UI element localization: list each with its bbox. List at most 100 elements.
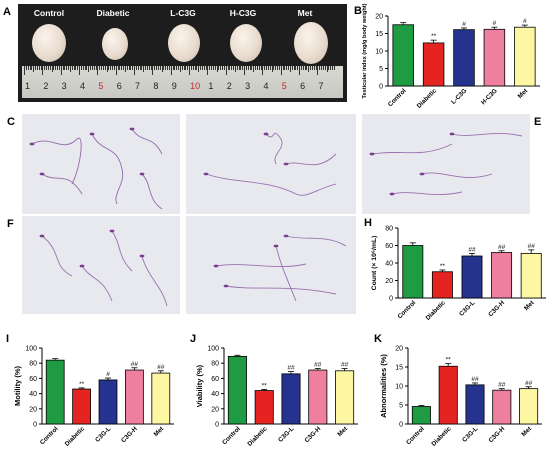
bar-c3g-h: [308, 369, 328, 425]
ruler-tick: [267, 66, 269, 70]
x-category-label: C3G-H: [487, 425, 506, 444]
ruler-tick: [317, 66, 319, 75]
ruler-tick: [198, 66, 200, 72]
significance-mark: **: [79, 381, 85, 388]
panel-letter-e: E: [534, 116, 542, 128]
ruler-tick: [75, 66, 77, 70]
testis-l-c3g: [168, 24, 200, 62]
bar-c3g-l: [461, 255, 483, 299]
ruler-tick: [106, 66, 108, 72]
bar-l-c3g: [453, 29, 475, 87]
ruler-tick: [231, 66, 233, 70]
ruler-tick: [165, 66, 167, 70]
ruler-tick: [62, 66, 64, 70]
ruler-tick: [251, 66, 253, 70]
ruler-tick: [264, 66, 266, 70]
ruler-tick: [262, 66, 264, 75]
testis-label-l-c3g: L-C3G: [170, 8, 196, 18]
ruler-tick: [310, 66, 312, 70]
ruler-tick: [115, 66, 117, 75]
ruler-tick: [205, 66, 207, 70]
ruler-tick: [266, 66, 268, 70]
bar-c3g-l: [465, 384, 485, 425]
significance-mark: ##: [131, 361, 139, 368]
ruler-tick: [128, 66, 130, 70]
x-category-label: Met: [153, 425, 166, 438]
ruler-number: 9: [171, 81, 177, 91]
bar-diabetic: [431, 271, 453, 299]
ruler-tick: [91, 66, 93, 70]
ruler-tick: [200, 66, 202, 70]
panel-letter-f: F: [7, 218, 14, 230]
significance-mark: ##: [287, 365, 295, 372]
ruler-tick: [68, 66, 70, 70]
ruler-tick: [211, 66, 213, 70]
ruler-tick: [95, 66, 97, 70]
x-category-label: Control: [221, 425, 242, 446]
y-tick-label: 20: [29, 406, 37, 413]
x-category-label: Diabetic: [416, 87, 439, 110]
y-axis-label: Abnormalities (%): [379, 354, 388, 418]
ruler-tick: [288, 66, 290, 70]
ruler-tick: [44, 66, 46, 70]
chart-h: H 0 20 40 60 80 Count (× 10⁶/mL) Control ** Diabe…: [364, 217, 546, 322]
ruler-tick: [282, 66, 284, 70]
ruler-tick: [249, 66, 251, 70]
ruler-tick: [214, 66, 216, 70]
ruler-tick: [203, 66, 205, 70]
x-category-label: C3G-H: [120, 425, 139, 444]
x-category-label: Control: [39, 425, 60, 446]
ruler-tick: [157, 66, 159, 70]
ruler-tick: [154, 66, 156, 70]
ruler-tick: [159, 66, 161, 70]
ruler-tick: [234, 66, 236, 72]
bar-c3g-h: [492, 389, 512, 425]
ruler-tick: [58, 66, 60, 70]
bar-control: [227, 355, 247, 425]
ruler-tick: [139, 66, 141, 70]
ruler-tick: [47, 66, 49, 70]
y-tick-label: 5: [399, 403, 403, 410]
bar-met: [519, 388, 539, 425]
ruler-tick: [88, 66, 90, 72]
y-tick-label: 80: [211, 361, 219, 368]
ruler-tick: [42, 66, 44, 75]
ruler-tick: [132, 66, 134, 70]
ruler-number: 7: [318, 81, 324, 91]
ruler-tick: [212, 66, 214, 70]
ruler-number: 2: [226, 81, 232, 91]
significance-mark: **: [262, 382, 268, 389]
x-category-label: C3G-L: [94, 425, 112, 443]
y-tick-label: 60: [211, 376, 219, 383]
ruler-tick: [108, 66, 110, 70]
chart-i: I 0 20 40 60 80 100 Motility (%) Control ** Diabet…: [6, 333, 174, 448]
y-tick-label: 80: [29, 361, 37, 368]
panel-letter-i: I: [6, 333, 9, 345]
y-tick-label: 60: [29, 376, 37, 383]
x-category-label: Diabetic: [64, 425, 87, 448]
ruler-tick: [277, 66, 279, 70]
ruler-tick: [73, 66, 75, 70]
sperm-image-d: [203, 132, 337, 196]
bar-diabetic: [72, 388, 91, 425]
ruler-tick: [291, 66, 293, 70]
ruler-tick: [278, 66, 280, 70]
ruler-tick: [185, 66, 187, 70]
ruler-tick: [126, 66, 128, 70]
ruler-tick: [31, 66, 33, 70]
ruler-tick: [146, 66, 148, 70]
ruler-tick: [240, 66, 242, 70]
bar-c3g-h: [125, 369, 144, 425]
y-axis-label: Count (× 10⁶/mL): [371, 236, 378, 291]
significance-mark: ##: [157, 364, 165, 371]
ruler-tick: [86, 66, 88, 70]
ruler-tick: [79, 66, 81, 75]
ruler-tick: [168, 66, 170, 70]
ruler-tick: [300, 66, 302, 70]
ruler-tick: [220, 66, 222, 70]
ruler-tick: [223, 66, 225, 70]
ruler-number: 5: [98, 81, 104, 91]
ruler: 1 2 3 4 5 6 7 8 9 10 1 2 3 4 5 6 7: [22, 66, 343, 98]
ruler-tick: [201, 66, 203, 70]
ruler-number: 4: [80, 81, 86, 91]
